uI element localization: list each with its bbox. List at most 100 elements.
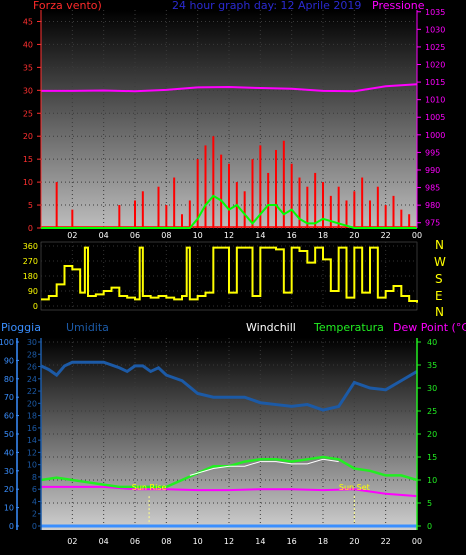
temperature-label: Temperatura — [314, 321, 384, 334]
chart-title: 24 hour graph day: 12 Aprile 2019 — [172, 0, 362, 12]
humidity-tick-label: 4 — [32, 497, 37, 506]
x-tick-label: 10 — [193, 537, 203, 546]
x-tick-label: 12 — [224, 231, 234, 240]
pressure-label: Pressione — [372, 0, 425, 12]
humidity-tick-label: 30 — [27, 338, 37, 347]
direction-line — [41, 246, 418, 303]
rain-label: Pioggia — [1, 321, 41, 334]
humidity-tick-label: 24 — [27, 375, 37, 384]
humidity-tick-label: 0 — [32, 522, 37, 531]
x-tick-label: 08 — [161, 537, 171, 546]
x-tick-label: 02 — [67, 231, 77, 240]
temp-tick-label: 15 — [427, 453, 437, 462]
y-tick-label-right: 995 — [425, 148, 440, 157]
gust-line — [41, 194, 417, 229]
humidity-tick-label: 16 — [27, 424, 37, 433]
x-tick-label: 18 — [318, 231, 328, 240]
direction-tick-label: 180 — [23, 272, 38, 281]
direction-tick-label: 90 — [28, 287, 38, 296]
y-tick-label-left: 10 — [23, 178, 33, 187]
x-tick-label: 00 — [412, 231, 422, 240]
humidity-tick-label: 26 — [27, 363, 37, 372]
x-tick-label: 12 — [224, 537, 234, 546]
rain-tick-label: 80 — [4, 375, 14, 384]
sunrise-label: Sun Rise — [132, 483, 167, 492]
x-tick-label: 18 — [318, 537, 328, 546]
y-tick-label-right: 1020 — [425, 61, 445, 70]
y-tick-label-right: 1030 — [425, 25, 445, 34]
humidity-tick-label: 12 — [27, 448, 37, 457]
temp-tick-label: 10 — [427, 476, 437, 485]
humidity-tick-label: 18 — [27, 412, 37, 421]
rain-tick-label: 70 — [4, 393, 14, 402]
temp-tick-label: 35 — [427, 361, 437, 370]
direction-tick-label: 270 — [23, 257, 38, 266]
y-tick-label-left: 0 — [28, 224, 33, 233]
y-tick-label-left: 45 — [23, 17, 33, 26]
compass-e: E — [435, 289, 443, 303]
humidity-tick-label: 8 — [32, 473, 37, 482]
x-tick-label: 22 — [381, 537, 391, 546]
temp-tick-label: 0 — [427, 522, 432, 531]
humidity-tick-label: 6 — [32, 485, 37, 494]
compass-s: S — [435, 272, 443, 286]
x-tick-label: 14 — [255, 231, 265, 240]
rain-tick-label: 30 — [4, 467, 14, 476]
rain-tick-label: 50 — [4, 430, 14, 439]
humidity-tick-label: 2 — [32, 510, 37, 519]
x-tick-label: 04 — [99, 537, 109, 546]
y-tick-label-left: 30 — [23, 86, 33, 95]
rain-tick-label: 40 — [4, 448, 14, 457]
x-tick-label: 04 — [99, 231, 109, 240]
y-tick-label-left: 25 — [23, 109, 33, 118]
y-tick-label-right: 1025 — [425, 43, 445, 52]
humidity-tick-label: 22 — [27, 387, 37, 396]
humidity-line — [40, 360, 418, 412]
y-tick-label-left: 15 — [23, 155, 33, 164]
rain-tick-label: 60 — [4, 412, 14, 421]
humidity-tick-label: 20 — [27, 399, 37, 408]
humidity-tick-label: 14 — [27, 436, 37, 445]
x-tick-label: 22 — [381, 231, 391, 240]
x-tick-label: 06 — [130, 231, 140, 240]
y-tick-label-right: 980 — [425, 201, 440, 210]
direction-tick-label: 360 — [23, 242, 38, 251]
pressure-line — [41, 83, 418, 93]
y-tick-label-right: 1035 — [425, 8, 445, 17]
rain-tick-label: 100 — [0, 338, 14, 347]
y-tick-label-left: 20 — [23, 132, 33, 141]
temp-tick-label: 40 — [427, 338, 437, 347]
x-tick-label: 20 — [349, 231, 359, 240]
wind-strength-label: Forza vento) — [33, 0, 102, 12]
dewpoint-label: Dew Point (°C) — [393, 321, 466, 334]
temp-tick-label: 20 — [427, 430, 437, 439]
y-tick-label-right: 990 — [425, 166, 440, 175]
y-tick-label-right: 1015 — [425, 78, 445, 87]
x-tick-label: 20 — [349, 537, 359, 546]
sunset-label: Sun Set — [339, 483, 370, 492]
direction-tick-label: 0 — [33, 302, 38, 311]
x-tick-label: 16 — [287, 231, 297, 240]
humidity-label: Umidita — [66, 321, 109, 334]
dewpoint-line — [41, 485, 418, 498]
x-tick-label: 08 — [161, 231, 171, 240]
y-tick-label-right: 985 — [425, 184, 440, 193]
y-tick-label-right: 1010 — [425, 96, 445, 105]
compass-n-top: N — [435, 238, 444, 252]
y-tick-label-left: 40 — [23, 40, 33, 49]
x-tick-label: 00 — [412, 537, 422, 546]
temp-tick-label: 5 — [427, 499, 432, 508]
rain-tick-label: 0 — [9, 522, 14, 531]
compass-n-bottom: N — [435, 305, 444, 319]
x-tick-label: 02 — [67, 537, 77, 546]
rain-tick-label: 10 — [4, 504, 14, 513]
rain-tick-label: 90 — [4, 356, 14, 365]
humidity-tick-label: 28 — [27, 350, 37, 359]
y-tick-label-right: 1005 — [425, 113, 445, 122]
y-tick-label-right: 975 — [425, 219, 440, 228]
windchill-label: Windchill — [246, 321, 296, 334]
temp-tick-label: 25 — [427, 407, 437, 416]
y-tick-label-right: 1000 — [425, 131, 445, 140]
x-tick-label: 14 — [255, 537, 265, 546]
x-tick-label: 16 — [287, 537, 297, 546]
